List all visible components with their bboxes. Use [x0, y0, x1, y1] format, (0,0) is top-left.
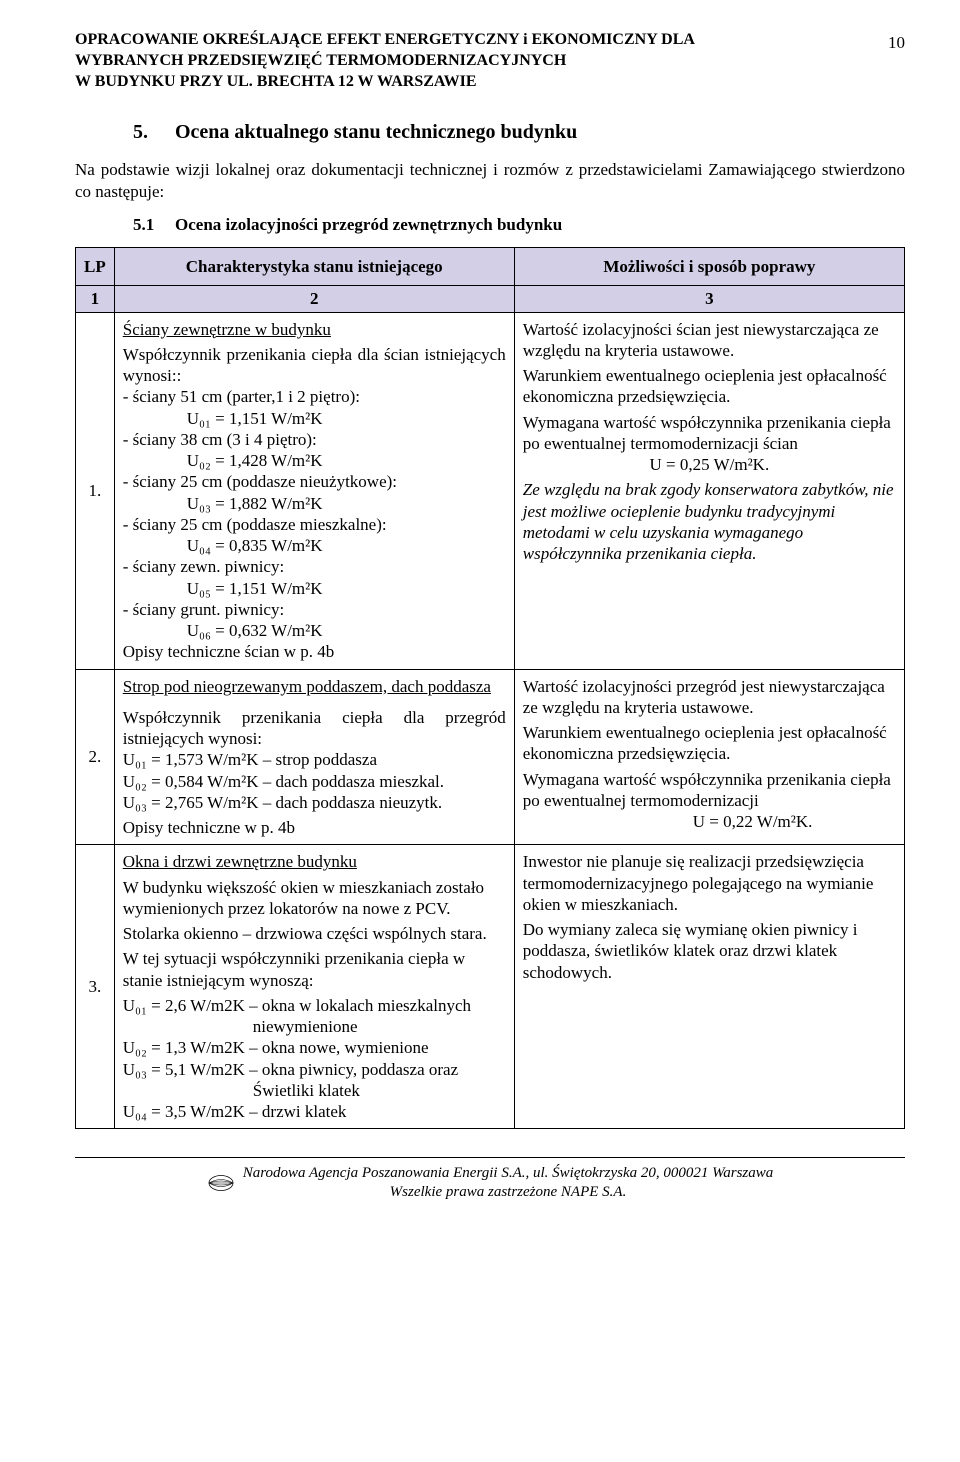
row2-r2: Warunkiem ewentualnego ocieplenia jest o…: [523, 723, 887, 763]
row3-u3a: U₀₃ = 5,1 W/m2K – okna piwnicy, poddasza…: [123, 1060, 458, 1079]
row1-lp: 1.: [76, 312, 115, 669]
row2-char: Strop pod nieogrzewanym poddaszem, dach …: [114, 669, 514, 845]
row1-p1d: - ściany 25 cm (poddasze nieużytkowe):: [123, 472, 397, 491]
row2-r3: Wymagana wartość współczynnika przenikan…: [523, 770, 891, 810]
row3-u3b: Świetliki klatek: [123, 1080, 360, 1101]
coln-1: 1: [76, 286, 115, 312]
row1-u06: U₀₆ = 0,632 W/m²K: [123, 620, 506, 641]
row3-u4: U₀₄ = 3,5 W/m2K – drzwi klatek: [123, 1102, 347, 1121]
section-5-1-num: 5.1: [133, 214, 175, 235]
row3-char: Okna i drzwi zewnętrzne budynku W budynk…: [114, 845, 514, 1129]
row1-opis: Opisy techniczne ścian w p. 4b: [123, 642, 335, 661]
section-5-title: Ocena aktualnego stanu technicznego budy…: [175, 120, 577, 145]
section-5-heading: 5. Ocena aktualnego stanu technicznego b…: [133, 120, 905, 145]
row3-p1: W budynku większość okien w mieszkaniach…: [123, 878, 484, 918]
row1-p1a: Współczynnik przenikania ciepła dla ścia…: [123, 344, 506, 387]
section-5-num: 5.: [133, 120, 175, 145]
title-line2: WYBRANYCH PRZEDSIĘWZIĘĆ TERMOMODERNIZACY…: [75, 52, 566, 69]
row1-u05: U₀₅ = 1,151 W/m²K: [123, 578, 506, 599]
row1-pos: Wartość izolacyjności ścian jest niewyst…: [514, 312, 904, 669]
assessment-table: LP Charakterystyka stanu istniejącego Mo…: [75, 247, 905, 1129]
row1-u04: U₀₄ = 0,835 W/m²K: [123, 535, 506, 556]
row3-r2: Do wymiany zaleca się wymianę okien piwn…: [523, 920, 858, 982]
row1-r3: Wymagana wartość współczynnika przenikan…: [523, 413, 891, 453]
section-5-1-heading: 5.1 Ocena izolacyjności przegród zewnętr…: [133, 214, 905, 235]
table-row: 2. Strop pod nieogrzewanym poddaszem, da…: [76, 669, 905, 845]
coln-2: 2: [114, 286, 514, 312]
footer-text: Narodowa Agencja Poszanowania Energii S.…: [243, 1164, 774, 1202]
coln-3: 3: [514, 286, 904, 312]
footer-line1: Narodowa Agencja Poszanowania Energii S.…: [243, 1165, 774, 1181]
row1-p1c: - ściany 38 cm (3 i 4 piętro):: [123, 430, 317, 449]
row1-u02: U₀₂ = 1,428 W/m²K: [123, 450, 506, 471]
table-row: 3. Okna i drzwi zewnętrzne budynku W bud…: [76, 845, 905, 1129]
row1-title: Ściany zewnętrzne w budynku: [123, 320, 331, 339]
section-5-1-title: Ocena izolacyjności przegród zewnętrznyc…: [175, 214, 562, 235]
doc-title: OPRACOWANIE OKREŚLAJĄCE EFEKT ENERGETYCZ…: [75, 30, 695, 92]
footer: Narodowa Agencja Poszanowania Energii S.…: [75, 1157, 905, 1202]
col-char: Charakterystyka stanu istniejącego: [114, 248, 514, 286]
footer-line2: Wszelkie prawa zastrzeżone NAPE S.A.: [390, 1184, 627, 1200]
row1-p1g: - ściany grunt. piwnicy:: [123, 600, 284, 619]
row3-r1: Inwestor nie planuje się realizacji prze…: [523, 852, 874, 914]
row2-opis: Opisy techniczne w p. 4b: [123, 818, 295, 837]
row1-p1e: - ściany 25 cm (poddasze mieszkalne):: [123, 515, 387, 534]
row2-lp: 2.: [76, 669, 115, 845]
col-number-row: 1 2 3: [76, 286, 905, 312]
row2-r3u: U = 0,22 W/m²K.: [523, 811, 896, 832]
row3-p2: Stolarka okienno – drzwiowa części wspól…: [123, 924, 487, 943]
page-number: 10: [888, 30, 905, 53]
row1-u01: U₀₁ = 1,151 W/m²K: [123, 408, 506, 429]
row2-pos: Wartość izolacyjności przegród jest niew…: [514, 669, 904, 845]
table-header-row: LP Charakterystyka stanu istniejącego Mo…: [76, 248, 905, 286]
footer-logo-icon: [207, 1174, 235, 1192]
row2-p1: Współczynnik przenikania ciepła dla prze…: [123, 707, 506, 750]
title-line3: W BUDYNKU PRZY UL. BRECHTA 12 W WARSZAWI…: [75, 73, 477, 90]
col-pos: Możliwości i sposób poprawy: [514, 248, 904, 286]
row3-u1a: U₀₁ = 2,6 W/m2K – okna w lokalach mieszk…: [123, 996, 471, 1015]
col-lp: LP: [76, 248, 115, 286]
row1-r2: Warunkiem ewentualnego ocieplenia jest o…: [523, 366, 887, 406]
row2-u2: U₀₂ = 0,584 W/m²K – dach poddasza mieszk…: [123, 772, 444, 791]
title-line1: OPRACOWANIE OKREŚLAJĄCE EFEKT ENERGETYCZ…: [75, 31, 695, 48]
row3-lp: 3.: [76, 845, 115, 1129]
row2-u1: U₀₁ = 1,573 W/m²K – strop poddasza: [123, 750, 377, 769]
header: OPRACOWANIE OKREŚLAJĄCE EFEKT ENERGETYCZ…: [75, 30, 905, 92]
intro-paragraph: Na podstawie wizji lokalnej oraz dokumen…: [75, 159, 905, 202]
row3-u2: U₀₂ = 1,3 W/m2K – okna nowe, wymienione: [123, 1038, 429, 1057]
row3-p3: W tej sytuacji współczynniki przenikania…: [123, 949, 465, 989]
table-row: 1. Ściany zewnętrzne w budynku Współczyn…: [76, 312, 905, 669]
row1-r4: Ze względu na brak zgody konserwatora za…: [523, 480, 894, 563]
row1-char: Ściany zewnętrzne w budynku Współczynnik…: [114, 312, 514, 669]
row1-r1: Wartość izolacyjności ścian jest niewyst…: [523, 320, 879, 360]
row3-title: Okna i drzwi zewnętrzne budynku: [123, 852, 357, 871]
row3-u1b: niewymienione: [123, 1016, 358, 1037]
row1-p1f: - ściany zewn. piwnicy:: [123, 557, 284, 576]
row1-p1b: - ściany 51 cm (parter,1 i 2 piętro):: [123, 387, 360, 406]
row1-u03: U₀₃ = 1,882 W/m²K: [123, 493, 506, 514]
row2-u3: U₀₃ = 2,765 W/m²K – dach poddasza nieuzy…: [123, 793, 442, 812]
row1-r3u: U = 0,25 W/m²K.: [523, 454, 896, 475]
row2-r1: Wartość izolacyjności przegród jest niew…: [523, 677, 885, 717]
row2-title: Strop pod nieogrzewanym poddaszem, dach …: [123, 677, 491, 696]
row3-pos: Inwestor nie planuje się realizacji prze…: [514, 845, 904, 1129]
